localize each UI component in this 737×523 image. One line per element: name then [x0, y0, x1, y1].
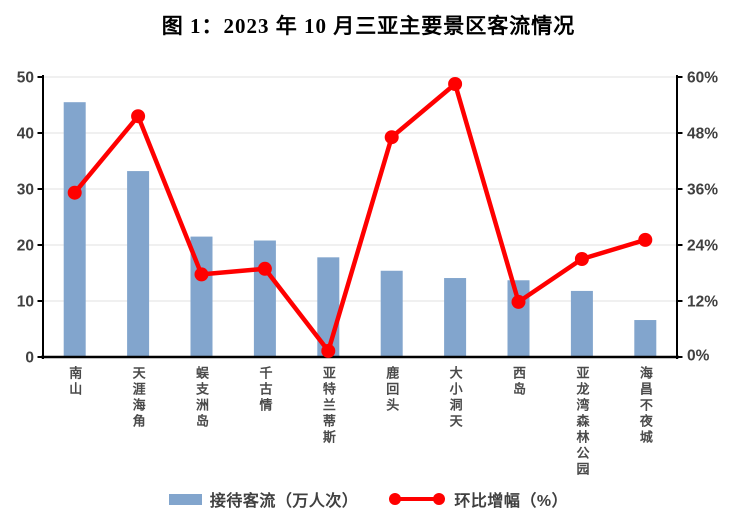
bar [63, 102, 86, 357]
line-series-marker-icon [389, 493, 446, 505]
line-point [321, 343, 336, 358]
line-point [511, 294, 526, 309]
bar-series-label: 接待客流（万人次） [209, 493, 359, 510]
left-axis-tick-label: 50 [17, 70, 34, 87]
line-point [67, 185, 82, 200]
bar [253, 240, 276, 357]
legend-item-bar: 接待客流（万人次） [168, 487, 359, 511]
left-axis-tick-label: 20 [17, 238, 34, 255]
line-series-label: 环比增幅（%） [454, 493, 569, 510]
left-axis-tick-label: 0 [25, 350, 34, 367]
right-axis-tick-label: 60% [687, 70, 718, 87]
line-point [194, 267, 209, 282]
growth-line [72, 81, 648, 354]
line-point [574, 252, 589, 266]
left-axis-tick-label: 40 [17, 126, 34, 143]
legend: 接待客流（万人次） 环比增幅（%） [0, 487, 737, 511]
left-axis-tick-label: 30 [17, 182, 34, 199]
right-axis-tick-label: 36% [687, 182, 718, 199]
line-point [131, 109, 146, 124]
bar [444, 278, 467, 357]
chart-title: 图 1：2023 年 10 月三亚主要景区客流情况 [161, 14, 576, 38]
bar-series-swatch [168, 493, 202, 505]
line-point [384, 130, 399, 145]
right-axis-tick-label: 48% [687, 126, 718, 143]
left-axis-tick-label: 10 [17, 294, 34, 311]
line-point [448, 77, 463, 91]
line-point [638, 232, 653, 247]
bar [634, 320, 657, 357]
bar [507, 280, 530, 357]
bar [380, 270, 403, 357]
line-point [257, 261, 272, 276]
right-axis-tick-label: 0% [687, 348, 710, 365]
legend-item-line: 环比增幅（%） [388, 487, 568, 511]
right-axis-tick-label: 12% [687, 294, 718, 311]
right-axis-tick-label: 24% [687, 238, 718, 255]
bar [570, 290, 593, 357]
bar [127, 171, 150, 357]
